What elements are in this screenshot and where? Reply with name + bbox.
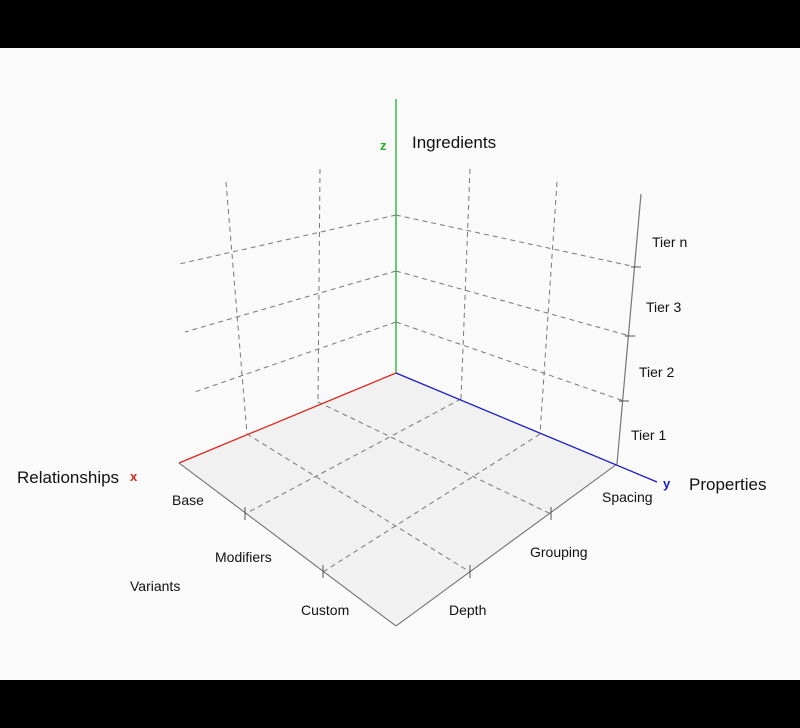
y-tick-label: Spacing bbox=[602, 489, 653, 505]
x-tick-label: Custom bbox=[301, 602, 349, 618]
y-axis-line bbox=[395, 372, 658, 483]
floor-grid-line bbox=[246, 433, 471, 573]
floor-grid-line bbox=[244, 398, 462, 515]
floor-plane bbox=[179, 373, 617, 626]
wall-grid-line bbox=[395, 270, 631, 337]
left-wall-grid bbox=[178, 168, 397, 435]
right-wall-grid bbox=[395, 168, 637, 435]
x-tick-label: Modifiers bbox=[215, 549, 272, 565]
wall-grid-line bbox=[225, 181, 248, 435]
diagram-canvas: z x y Ingredients Relationships Properti… bbox=[0, 48, 800, 680]
x-axis-line bbox=[178, 372, 397, 464]
axes-diagram: z x y Ingredients Relationships Properti… bbox=[17, 99, 766, 627]
x-extra-label: Variants bbox=[130, 578, 180, 594]
x-tick-label: Base bbox=[172, 492, 204, 508]
y-axis-title: Properties bbox=[689, 475, 766, 494]
y-tick-label: Grouping bbox=[530, 544, 588, 560]
wall-grid-line bbox=[191, 321, 397, 394]
floor-grid-line bbox=[317, 401, 552, 515]
wall-grid-line bbox=[184, 270, 397, 333]
floor-ticks bbox=[244, 507, 552, 578]
wall-grid-line bbox=[395, 214, 637, 268]
tier-label: Tier 3 bbox=[646, 299, 681, 315]
wall-grid-line bbox=[460, 168, 471, 400]
floor-edge-right bbox=[395, 463, 618, 627]
floor-edge-left bbox=[178, 462, 397, 627]
floor-grid bbox=[244, 398, 552, 573]
z-axis-title: Ingredients bbox=[412, 133, 496, 152]
wall-grid-line bbox=[178, 214, 397, 265]
floor-grid-line bbox=[322, 433, 541, 573]
tier-axis-ticks bbox=[619, 266, 641, 402]
x-axis-title: Relationships bbox=[17, 468, 119, 487]
wall-grid-line bbox=[395, 321, 625, 402]
wall-grid-line bbox=[317, 168, 321, 403]
y-tick-label: Depth bbox=[449, 602, 486, 618]
tier-label: Tier 2 bbox=[639, 364, 674, 380]
y-axis-letter: y bbox=[663, 476, 671, 491]
tier-label: Tier 1 bbox=[631, 427, 666, 443]
z-axis-letter: z bbox=[380, 138, 387, 153]
wall-grid-line bbox=[539, 181, 558, 435]
x-axis-letter: x bbox=[130, 469, 138, 484]
tier-label: Tier n bbox=[652, 234, 687, 250]
tier-axis-line bbox=[616, 193, 642, 465]
